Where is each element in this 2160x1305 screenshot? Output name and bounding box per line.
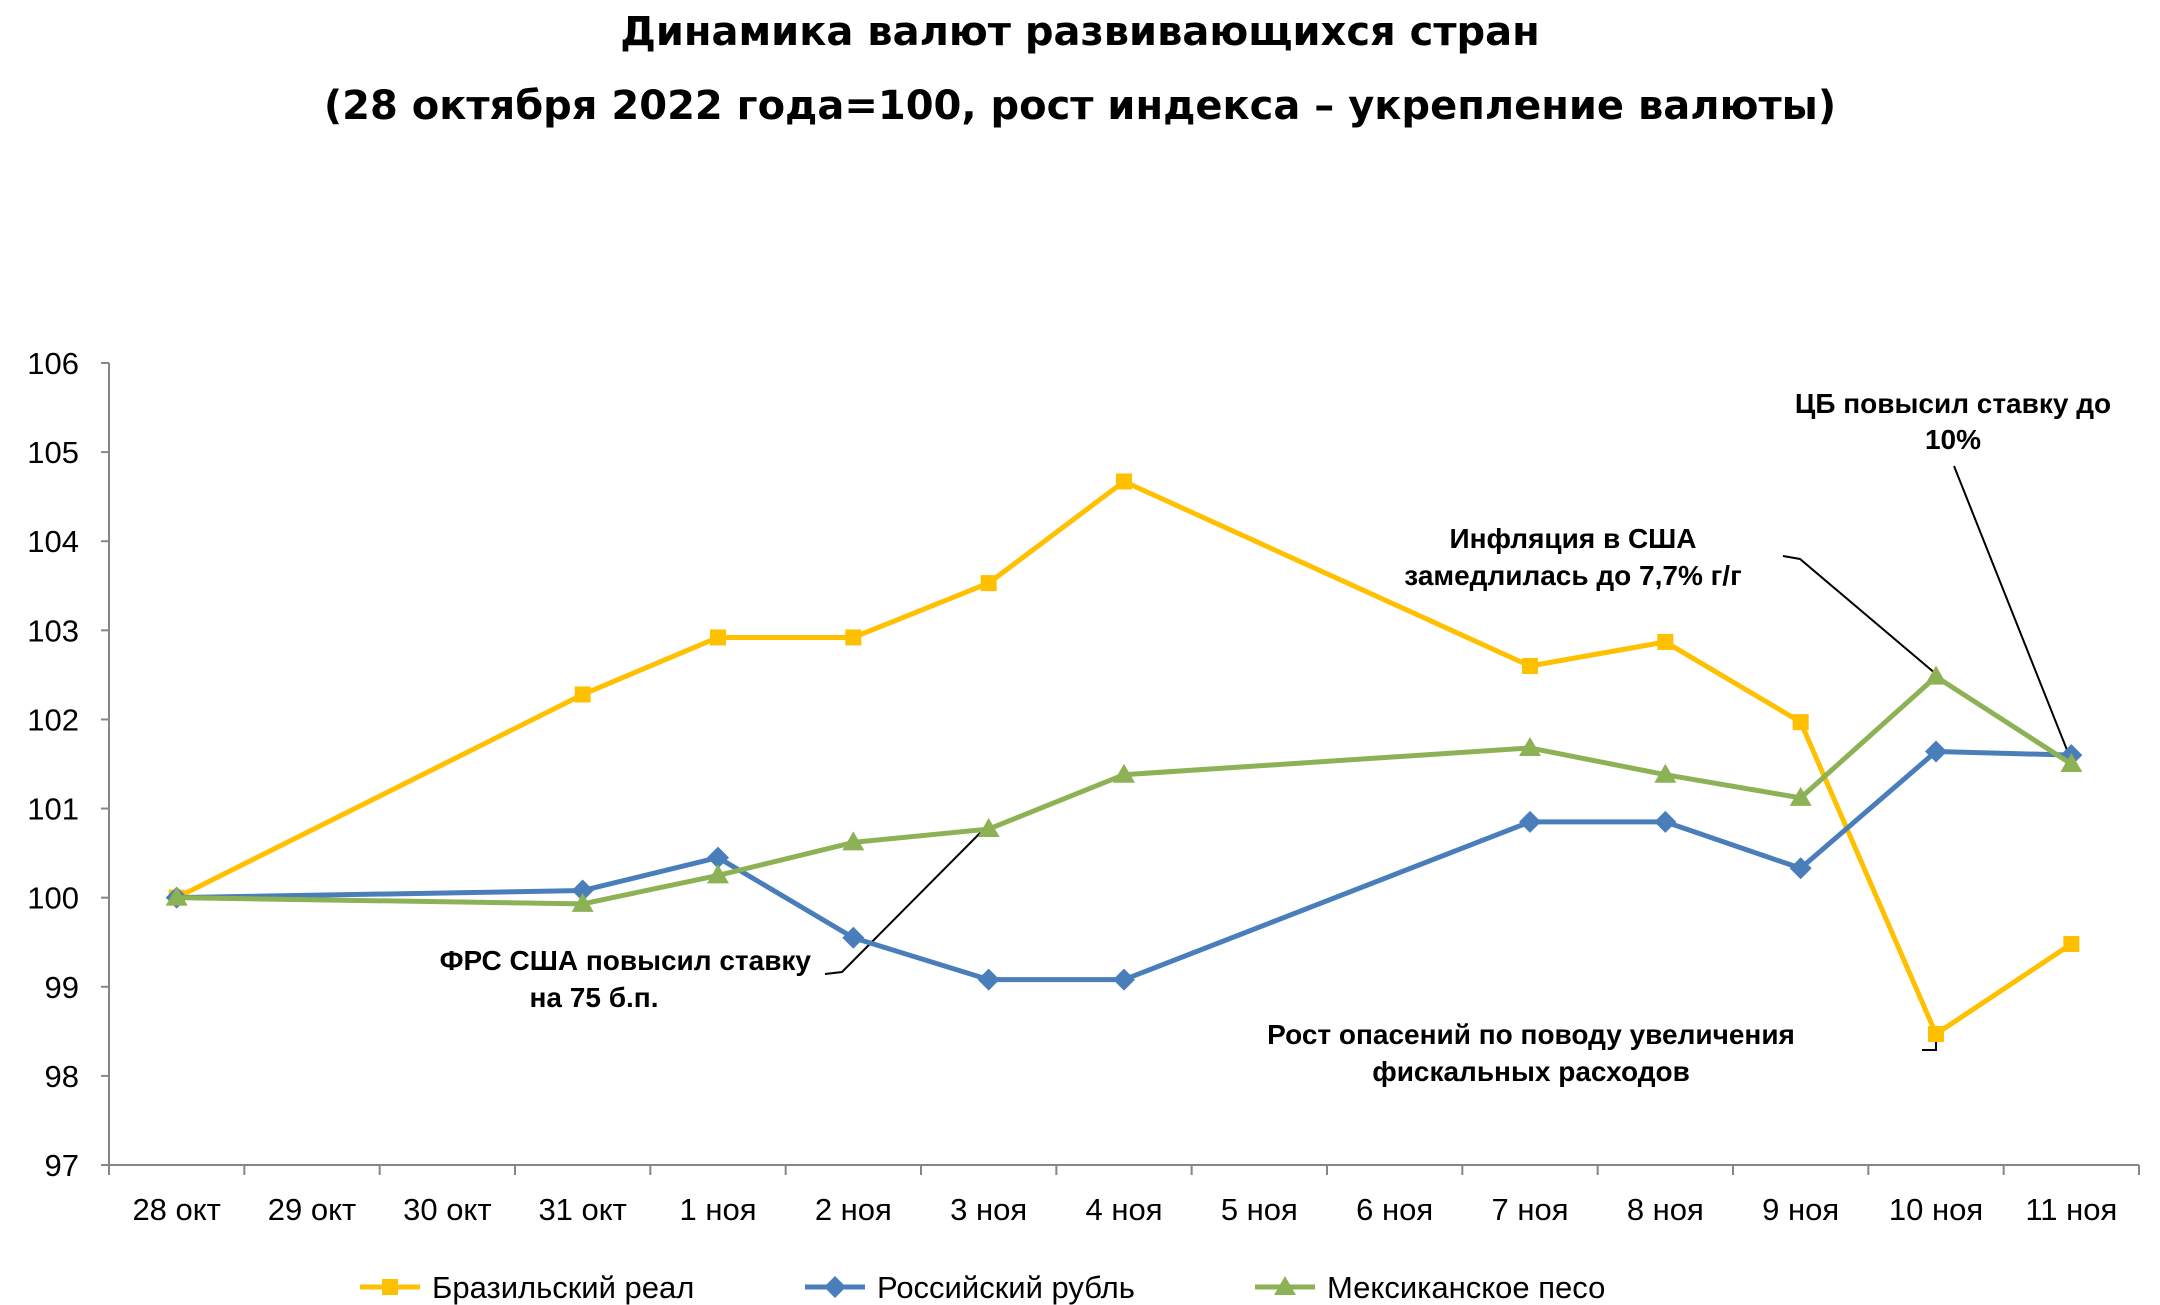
data-point — [1519, 810, 1541, 833]
series — [165, 473, 2083, 1043]
annotations: ЦБ повысил ставку до 10% Инфляция в США … — [440, 388, 2111, 1087]
data-point — [842, 831, 865, 851]
annotation-fed-line1: ФРС США повысил ставку — [440, 945, 812, 976]
legend-label: Бразильский реал — [432, 1270, 694, 1305]
x-tick-label: 2 ноя — [815, 1192, 892, 1227]
data-point — [1113, 968, 1135, 991]
annotation-inflation-leader — [1782, 555, 1937, 675]
data-point — [980, 575, 997, 592]
data-point — [845, 629, 862, 646]
data-point — [2060, 753, 2083, 772]
data-point — [571, 892, 594, 912]
data-point — [574, 686, 591, 703]
y-tick-label: 100 — [27, 881, 79, 916]
legend-item: Мексиканское песо — [1255, 1270, 1605, 1305]
tick-labels: 97 98 99 100 101 102 103 104 105 106 28 окт 29 окт 3… — [27, 346, 2117, 1227]
annotation-cb-leader — [1953, 465, 2070, 756]
x-tick-label: 1 ноя — [679, 1192, 756, 1227]
data-point — [1789, 857, 1812, 880]
legend-marker — [382, 1279, 398, 1295]
y-tick-label: 99 — [45, 970, 79, 1005]
annotation-fed-line2: на 75 б.п. — [530, 982, 659, 1013]
annotation-inflation-line1: Инфляция в США — [1449, 523, 1696, 554]
x-tick-label: 10 ноя — [1889, 1192, 1983, 1227]
y-tick-label: 106 — [27, 346, 79, 381]
annotation-cb-line1: ЦБ повысил ставку до — [1795, 388, 2111, 419]
data-point — [977, 968, 1000, 991]
x-tick-label: 9 ноя — [1762, 1192, 1839, 1227]
data-point — [1113, 763, 1135, 783]
x-tick-label: 7 ноя — [1491, 1192, 1568, 1227]
legend-marker — [1274, 1276, 1296, 1295]
data-point — [707, 864, 729, 884]
legend-marker — [824, 1276, 846, 1298]
data-point — [1654, 810, 1677, 833]
y-tick-label: 104 — [27, 524, 79, 559]
x-tick-label: 6 ноя — [1356, 1192, 1433, 1227]
data-point — [977, 818, 1000, 838]
x-tick-label: 11 ноя — [2025, 1192, 2117, 1227]
x-tick-label: 5 ноя — [1221, 1192, 1298, 1227]
data-point — [1519, 736, 1541, 756]
y-tick-label: 105 — [27, 435, 79, 470]
x-tick-label: 31 окт — [538, 1192, 626, 1227]
data-point — [707, 846, 729, 869]
legend-item: Бразильский реал — [360, 1270, 694, 1305]
legend-label: Мексиканское песо — [1327, 1270, 1605, 1305]
legend: Бразильский реал Российский рубль Мексикан… — [360, 1270, 1605, 1305]
y-tick-label: 97 — [45, 1148, 79, 1183]
data-point — [1925, 740, 1947, 763]
data-point — [1522, 657, 1538, 674]
y-tick-label: 98 — [45, 1059, 79, 1094]
x-tick-label: 30 окт — [403, 1192, 491, 1227]
data-point — [1654, 763, 1677, 783]
annotation-inflation-line2: замедлилась до 7,7% г/г — [1404, 560, 1741, 591]
y-tick-label: 103 — [27, 613, 79, 648]
data-point — [842, 926, 865, 949]
data-point — [1116, 473, 1132, 490]
axes — [101, 362, 2140, 1175]
data-point — [1792, 714, 1809, 731]
legend-item: Российский рубль — [805, 1270, 1135, 1305]
x-tick-label: 29 окт — [268, 1192, 356, 1227]
x-tick-label: 4 ноя — [1085, 1192, 1162, 1227]
annotation-fed-leader — [824, 824, 989, 975]
data-point — [165, 886, 188, 906]
series-line — [176, 674, 2073, 907]
data-point — [2063, 936, 2080, 953]
series-2 — [165, 665, 2083, 912]
annotation-fiscal-line2: фискальных расходов — [1372, 1056, 1690, 1087]
data-point — [1789, 786, 1812, 806]
annotation-cb-line2: 10% — [1925, 424, 1981, 455]
data-point — [710, 629, 726, 646]
chart-title: Динамика валют развивающихся стран — [620, 9, 1540, 55]
data-point — [571, 879, 594, 902]
data-point — [1657, 633, 1674, 650]
y-tick-label: 102 — [27, 702, 79, 737]
y-tick-label: 101 — [27, 792, 79, 827]
annotation-fiscal-line1: Рост опасений по поводу увеличения — [1267, 1019, 1795, 1050]
x-tick-label: 28 окт — [132, 1192, 220, 1227]
x-tick-label: 3 ноя — [950, 1192, 1027, 1227]
data-point — [1928, 1026, 1944, 1043]
chart-subtitle: (28 октября 2022 года=100, рост индекса … — [324, 83, 1836, 129]
data-point — [1925, 665, 1947, 685]
legend-label: Российский рубль — [877, 1270, 1135, 1305]
x-tick-label: 8 ноя — [1627, 1192, 1704, 1227]
